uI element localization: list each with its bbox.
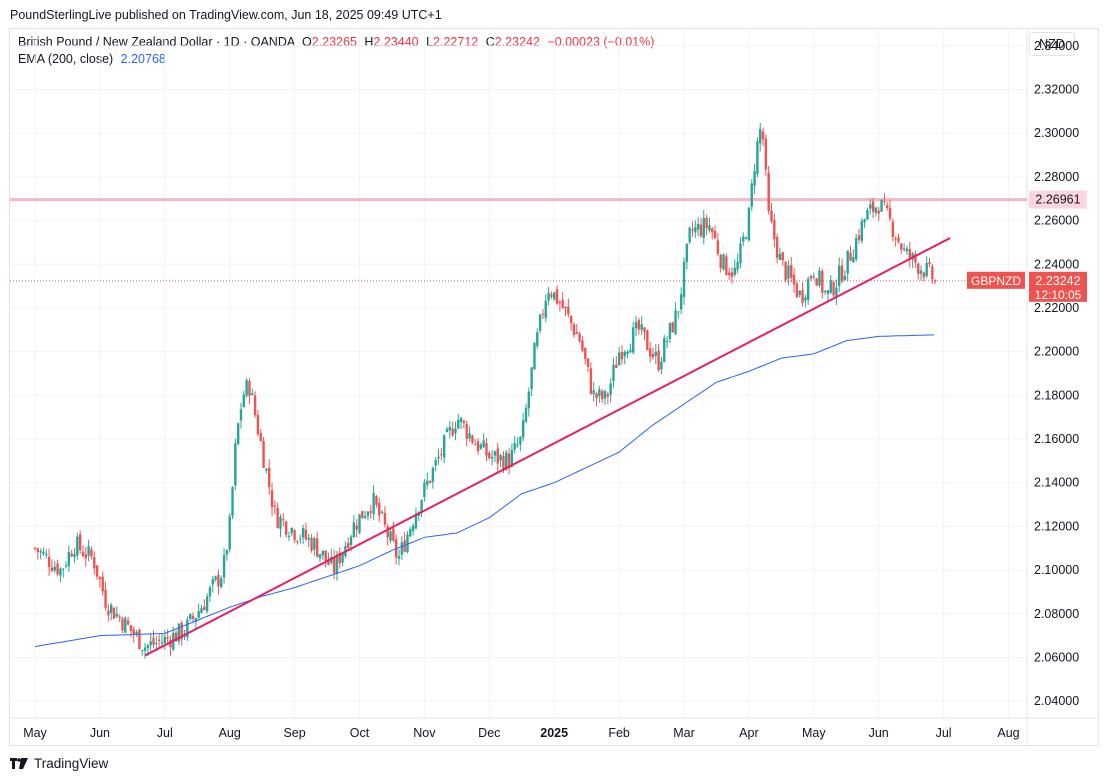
publisher-header: PoundSterlingLive published on TradingVi… [10, 8, 442, 22]
ema-value: 2.20768 [120, 52, 166, 66]
high-label: H [364, 35, 374, 49]
ema-label[interactable]: EMA (200, close) [18, 52, 114, 66]
close-value: 2.23242 [494, 35, 540, 49]
change-value: −0.00023 (−0.01%) [547, 35, 655, 49]
close-label: C [485, 35, 495, 49]
ema-legend[interactable]: EMA (200, close) 2.20768 [18, 52, 166, 66]
symbol-legend[interactable]: British Pound / New Zealand Dollar · 1D … [18, 35, 654, 49]
symbol-title[interactable]: British Pound / New Zealand Dollar · 1D … [18, 35, 295, 49]
open-value: 2.23265 [311, 35, 357, 49]
tradingview-logo-icon [10, 757, 28, 770]
high-value: 2.23440 [373, 35, 419, 49]
low-label: L [426, 35, 434, 49]
tradingview-brand: TradingView [34, 756, 109, 771]
currency-button[interactable]: NZD [1029, 32, 1075, 56]
tradingview-footer[interactable]: TradingView [10, 756, 108, 771]
chart-frame [9, 28, 1099, 746]
low-value: 2.22712 [433, 35, 479, 49]
open-label: O [301, 35, 312, 49]
